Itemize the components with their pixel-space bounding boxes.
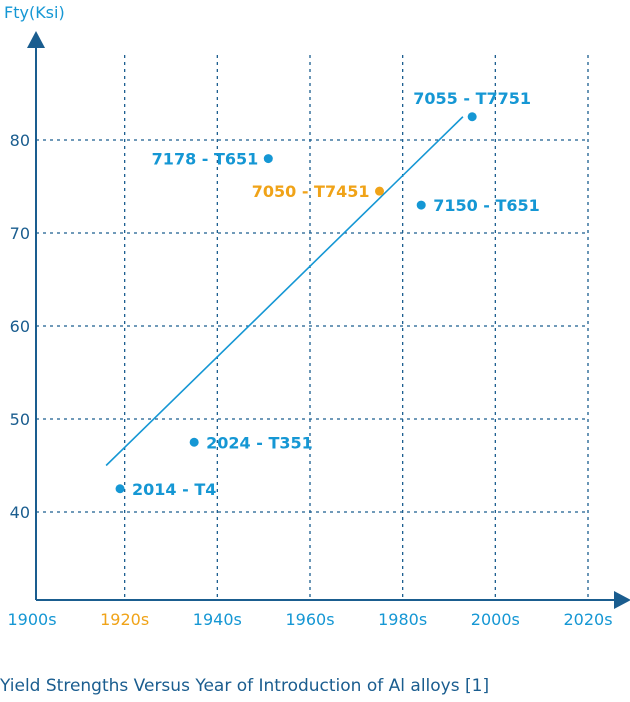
trend-line (105, 116, 464, 467)
data-point (115, 484, 125, 494)
y-axis-arrow-icon (27, 31, 45, 48)
data-point-label: 7050 - T7451 (252, 182, 370, 201)
x-tick-label: 1960s (285, 610, 334, 629)
y-tick-label: 50 (10, 410, 30, 429)
x-tick-label: 2020s (563, 610, 612, 629)
x-tick-label: 1920s (100, 610, 149, 629)
x-tick-label: 1900s (7, 610, 56, 629)
data-point (416, 200, 426, 210)
y-tick-label: 80 (10, 131, 30, 150)
data-point (189, 437, 199, 447)
data-point-label: 2024 - T351 (206, 433, 313, 452)
figure-caption: Yield Strengths Versus Year of Introduct… (0, 676, 490, 696)
data-point-label: 2014 - T4 (132, 480, 216, 499)
x-tick-label: 1980s (378, 610, 427, 629)
x-tick-label: 1940s (193, 610, 242, 629)
y-axis-label: Fty(Ksi) (4, 3, 65, 22)
y-tick-label: 70 (10, 224, 30, 243)
y-tick-label: 40 (10, 503, 30, 522)
y-tick-label: 60 (10, 317, 30, 336)
data-point-label: 7055 - T7751 (413, 89, 531, 108)
data-point (467, 112, 477, 122)
data-point (375, 186, 384, 196)
x-axis-arrow-icon (614, 591, 630, 609)
data-point (263, 154, 273, 164)
x-tick-label: 2000s (471, 610, 520, 629)
scatter-chart: Fty(Ksi) 40 50 60 70 80 1900s 1920s 1940s 1960s 19… (4, 3, 630, 629)
data-point-label: 7150 - T651 (433, 196, 540, 215)
data-point-label: 7178 - T651 (152, 150, 259, 169)
